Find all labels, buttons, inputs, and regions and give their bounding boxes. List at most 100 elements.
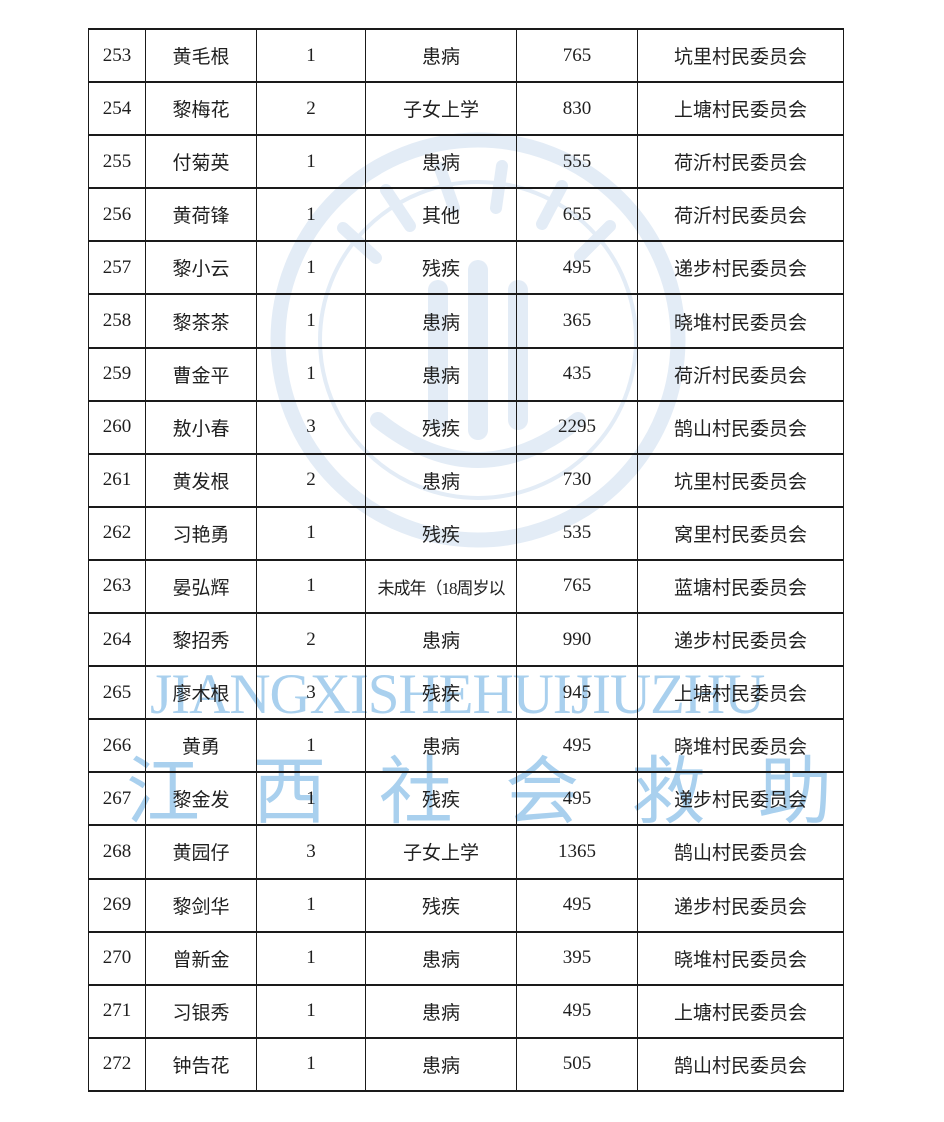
cell-village-committee: 鹄山村民委员会 bbox=[637, 399, 844, 455]
table-row: 256 黄荷锋 1 其他 655 荷沂村民委员会 bbox=[88, 187, 844, 243]
cell-serial-number: 253 bbox=[88, 27, 146, 84]
cell-name: 廖木根 bbox=[145, 665, 257, 721]
cell-person-count: 2 bbox=[256, 452, 366, 508]
cell-reason: 其他 bbox=[365, 187, 517, 243]
cell-serial-number: 261 bbox=[88, 452, 146, 508]
cell-serial-number: 266 bbox=[88, 718, 146, 774]
table-row: 260 敖小春 3 残疾 2295 鹄山村民委员会 bbox=[88, 399, 844, 455]
cell-person-count: 1 bbox=[256, 877, 366, 933]
cell-village-committee: 晓堆村民委员会 bbox=[637, 293, 844, 349]
cell-village-committee: 递步村民委员会 bbox=[637, 771, 844, 827]
cell-name: 黄毛根 bbox=[145, 27, 257, 84]
cell-serial-number: 265 bbox=[88, 665, 146, 721]
cell-village-committee: 坑里村民委员会 bbox=[637, 452, 844, 508]
cell-reason: 患病 bbox=[365, 718, 517, 774]
table-row: 253 黄毛根 1 患病 765 坑里村民委员会 bbox=[88, 27, 844, 84]
cell-amount: 2295 bbox=[516, 399, 638, 455]
cell-serial-number: 271 bbox=[88, 983, 146, 1039]
cell-reason: 患病 bbox=[365, 452, 517, 508]
cell-serial-number: 257 bbox=[88, 240, 146, 296]
cell-name: 付菊英 bbox=[145, 134, 257, 190]
cell-person-count: 1 bbox=[256, 930, 366, 986]
cell-village-committee: 上塘村民委员会 bbox=[637, 983, 844, 1039]
cell-person-count: 1 bbox=[256, 983, 366, 1039]
cell-name: 黎梅花 bbox=[145, 81, 257, 137]
cell-amount: 495 bbox=[516, 718, 638, 774]
cell-village-committee: 鹄山村民委员会 bbox=[637, 824, 844, 880]
table-row: 266 黄勇 1 患病 495 晓堆村民委员会 bbox=[88, 718, 844, 774]
cell-reason: 残疾 bbox=[365, 877, 517, 933]
cell-serial-number: 255 bbox=[88, 134, 146, 190]
cell-serial-number: 259 bbox=[88, 346, 146, 402]
cell-person-count: 1 bbox=[256, 134, 366, 190]
cell-name: 习银秀 bbox=[145, 983, 257, 1039]
cell-person-count: 3 bbox=[256, 824, 366, 880]
cell-amount: 990 bbox=[516, 612, 638, 668]
cell-amount: 505 bbox=[516, 1036, 638, 1092]
cell-serial-number: 269 bbox=[88, 877, 146, 933]
cell-amount: 365 bbox=[516, 293, 638, 349]
assistance-table: 253 黄毛根 1 患病 765 坑里村民委员会 254 黎梅花 2 子女上学 … bbox=[88, 27, 844, 1092]
cell-amount: 1365 bbox=[516, 824, 638, 880]
table-row: 255 付菊英 1 患病 555 荷沂村民委员会 bbox=[88, 134, 844, 190]
cell-name: 黎招秀 bbox=[145, 612, 257, 668]
cell-person-count: 3 bbox=[256, 399, 366, 455]
cell-reason: 未成年（18周岁以 bbox=[365, 558, 517, 615]
table-row: 270 曾新金 1 患病 395 晓堆村民委员会 bbox=[88, 930, 844, 986]
cell-village-committee: 上塘村民委员会 bbox=[637, 665, 844, 721]
cell-village-committee: 窝里村民委员会 bbox=[637, 505, 844, 561]
cell-name: 黄发根 bbox=[145, 452, 257, 508]
cell-name: 晏弘辉 bbox=[145, 558, 257, 615]
cell-person-count: 1 bbox=[256, 346, 366, 402]
cell-person-count: 1 bbox=[256, 293, 366, 349]
cell-reason: 残疾 bbox=[365, 771, 517, 827]
cell-person-count: 1 bbox=[256, 240, 366, 296]
cell-serial-number: 268 bbox=[88, 824, 146, 880]
cell-amount: 765 bbox=[516, 27, 638, 84]
cell-amount: 945 bbox=[516, 665, 638, 721]
table-row: 272 钟告花 1 患病 505 鹄山村民委员会 bbox=[88, 1036, 844, 1092]
table-row: 264 黎招秀 2 患病 990 递步村民委员会 bbox=[88, 612, 844, 668]
cell-name: 黄荷锋 bbox=[145, 187, 257, 243]
cell-amount: 495 bbox=[516, 771, 638, 827]
cell-name: 黎茶茶 bbox=[145, 293, 257, 349]
cell-serial-number: 272 bbox=[88, 1036, 146, 1092]
table-row: 268 黄园仔 3 子女上学 1365 鹄山村民委员会 bbox=[88, 824, 844, 880]
cell-name: 黎小云 bbox=[145, 240, 257, 296]
cell-amount: 495 bbox=[516, 877, 638, 933]
cell-village-committee: 荷沂村民委员会 bbox=[637, 346, 844, 402]
cell-village-committee: 递步村民委员会 bbox=[637, 240, 844, 296]
cell-name: 曾新金 bbox=[145, 930, 257, 986]
cell-serial-number: 256 bbox=[88, 187, 146, 243]
cell-reason: 残疾 bbox=[365, 505, 517, 561]
cell-person-count: 2 bbox=[256, 612, 366, 668]
cell-reason: 残疾 bbox=[365, 240, 517, 296]
cell-name: 黎金发 bbox=[145, 771, 257, 827]
cell-person-count: 2 bbox=[256, 81, 366, 137]
table-row: 263 晏弘辉 1 未成年（18周岁以 765 蓝塘村民委员会 bbox=[88, 558, 844, 615]
table-row: 254 黎梅花 2 子女上学 830 上塘村民委员会 bbox=[88, 81, 844, 137]
cell-serial-number: 263 bbox=[88, 558, 146, 615]
cell-serial-number: 258 bbox=[88, 293, 146, 349]
cell-village-committee: 蓝塘村民委员会 bbox=[637, 558, 844, 615]
cell-name: 黄勇 bbox=[145, 718, 257, 774]
cell-village-committee: 上塘村民委员会 bbox=[637, 81, 844, 137]
cell-serial-number: 254 bbox=[88, 81, 146, 137]
cell-person-count: 1 bbox=[256, 1036, 366, 1092]
cell-amount: 765 bbox=[516, 558, 638, 615]
cell-person-count: 3 bbox=[256, 665, 366, 721]
cell-village-committee: 荷沂村民委员会 bbox=[637, 187, 844, 243]
cell-person-count: 1 bbox=[256, 187, 366, 243]
cell-serial-number: 264 bbox=[88, 612, 146, 668]
cell-reason: 患病 bbox=[365, 346, 517, 402]
cell-village-committee: 晓堆村民委员会 bbox=[637, 718, 844, 774]
table-row: 259 曹金平 1 患病 435 荷沂村民委员会 bbox=[88, 346, 844, 402]
cell-name: 钟告花 bbox=[145, 1036, 257, 1092]
cell-reason: 患病 bbox=[365, 293, 517, 349]
cell-amount: 495 bbox=[516, 983, 638, 1039]
cell-reason: 子女上学 bbox=[365, 81, 517, 137]
cell-reason: 子女上学 bbox=[365, 824, 517, 880]
cell-serial-number: 267 bbox=[88, 771, 146, 827]
cell-reason: 残疾 bbox=[365, 665, 517, 721]
cell-amount: 395 bbox=[516, 930, 638, 986]
